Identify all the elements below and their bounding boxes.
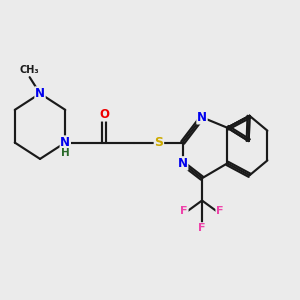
Text: N: N: [178, 157, 188, 170]
Text: F: F: [180, 206, 188, 216]
Text: F: F: [216, 206, 224, 216]
Text: N: N: [35, 87, 45, 100]
Text: O: O: [99, 108, 109, 121]
Text: F: F: [198, 223, 206, 233]
Text: N: N: [197, 111, 207, 124]
Text: H: H: [61, 148, 70, 158]
Text: S: S: [154, 136, 164, 149]
Text: N: N: [60, 136, 70, 149]
Text: CH₃: CH₃: [20, 65, 39, 75]
